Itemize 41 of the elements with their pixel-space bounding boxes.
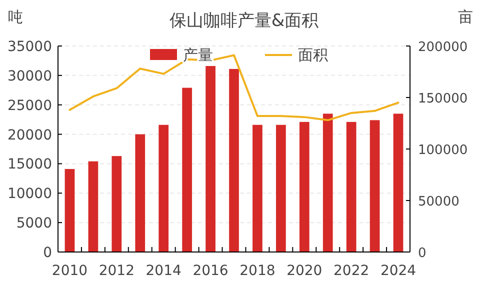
bar	[276, 124, 286, 252]
bar	[135, 134, 146, 252]
y-tick-label: 30000	[7, 68, 52, 84]
bar	[64, 169, 75, 252]
y-tick-label: 15000	[7, 156, 52, 173]
bar	[206, 66, 216, 252]
x-tick-label: 2012	[98, 263, 134, 279]
y-tick-label: 10000	[7, 186, 52, 202]
y-tick-label: 35000	[7, 39, 52, 55]
bar	[182, 88, 192, 252]
bar	[393, 114, 404, 252]
x-tick-label: 2016	[192, 263, 228, 279]
y-tick-label: 25000	[7, 98, 52, 114]
y2-tick-label: 100000	[418, 143, 468, 158]
bar	[346, 122, 356, 252]
y2-tick-label: 150000	[418, 92, 468, 106]
y-tick-label: 20000	[7, 127, 52, 144]
bar	[158, 124, 169, 252]
y2-axis-title: 亩	[458, 8, 473, 26]
chart-title: 保山咖啡产量&面积	[169, 11, 319, 31]
x-tick-label: 2024	[380, 263, 416, 279]
y2-tick-label: 200000	[418, 40, 468, 55]
y2-tick-label: 50000	[418, 194, 460, 210]
y-axis-title: 吨	[8, 8, 23, 26]
bar	[322, 114, 333, 252]
bar	[252, 124, 262, 252]
bar	[370, 120, 380, 252]
x-tick-label: 2020	[286, 263, 322, 279]
bar	[299, 122, 310, 252]
y2-tick-label: 0	[418, 246, 426, 261]
y-tick-label: 5000	[16, 216, 52, 232]
x-tick-label: 2022	[334, 263, 370, 279]
bar	[112, 156, 122, 252]
y-tick-label: 0	[43, 245, 52, 261]
legend-label: 面积	[298, 46, 328, 64]
x-tick-label: 2010	[52, 263, 88, 279]
bar	[88, 161, 98, 252]
x-tick-label: 2018	[240, 263, 276, 279]
bar	[229, 68, 239, 252]
legend-面积: 面积	[265, 46, 328, 64]
x-tick-label: 2014	[146, 263, 182, 279]
